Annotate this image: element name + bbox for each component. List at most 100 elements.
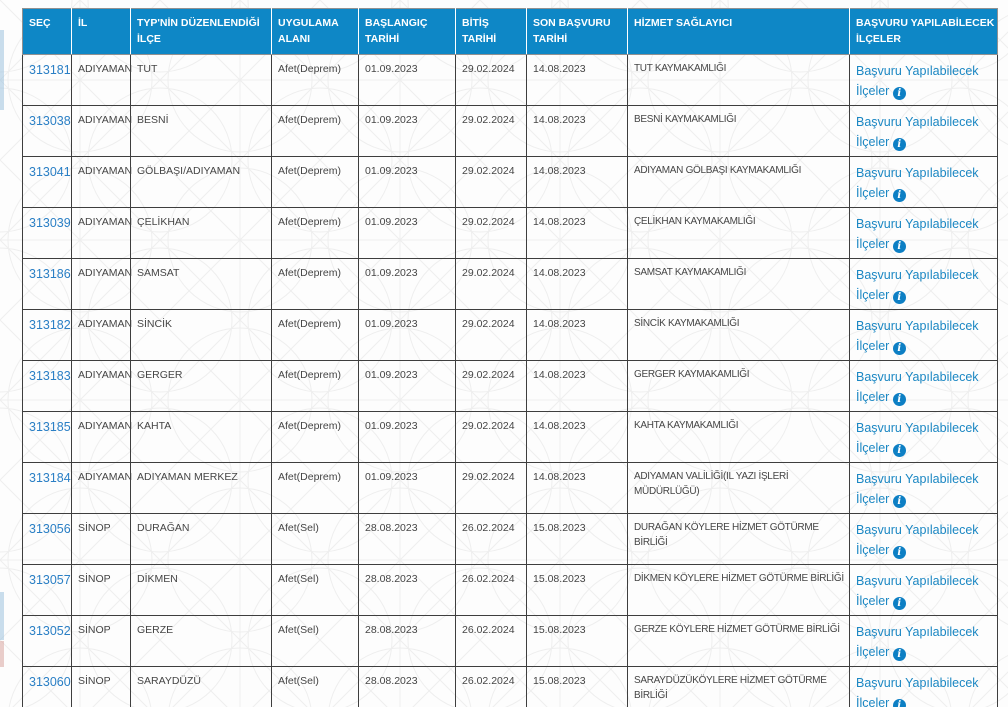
program-id-link[interactable]: 313184 [29, 470, 71, 485]
info-circle-icon: i [892, 443, 906, 457]
apply-districts-link-label: Başvuru Yapılabilecek İlçeler [856, 624, 979, 659]
cell-basvuru-ilceler: Başvuru Yapılabilecek İlçeler i [849, 563, 998, 616]
cell-uygulama-alani: Afet(Sel) [271, 665, 359, 707]
apply-districts-link[interactable]: Başvuru Yapılabilecek İlçeler i [856, 624, 979, 661]
program-id-link[interactable]: 313185 [29, 419, 71, 434]
apply-districts-link[interactable]: Başvuru Yapılabilecek İlçeler i [856, 165, 979, 202]
cell-uygulama-alani: Afet(Deprem) [271, 104, 359, 157]
cell-uygulama-alani: Afet(Deprem) [271, 461, 359, 514]
cell-il: ADIYAMAN [71, 308, 132, 361]
cell-il: ADIYAMAN [71, 206, 132, 259]
table-row: 313057 SİNOP DİKMEN Afet(Sel) 28.08.2023… [22, 563, 998, 616]
cell-son-basvuru-tarihi: 15.08.2023 [526, 614, 628, 667]
cell-uygulama-alani: Afet(Deprem) [271, 155, 359, 208]
cell-uygulama-alani: Afet(Deprem) [271, 53, 359, 106]
cell-basvuru-ilceler: Başvuru Yapılabilecek İlçeler i [849, 614, 998, 667]
column-header-bitis-tarihi: BİTİŞ TARİHİ [455, 8, 527, 55]
program-id-link[interactable]: 313182 [29, 317, 71, 332]
apply-districts-link[interactable]: Başvuru Yapılabilecek İlçeler i [856, 573, 979, 610]
cell-uygulama-alani: Afet(Sel) [271, 512, 359, 565]
cell-son-basvuru-tarihi: 15.08.2023 [526, 563, 628, 616]
cell-ilce: SARAYDÜZÜ [130, 665, 272, 707]
table-row: 313182 ADIYAMAN SİNCİK Afet(Deprem) 01.0… [22, 308, 998, 361]
apply-districts-link[interactable]: Başvuru Yapılabilecek İlçeler i [856, 217, 979, 253]
info-circle-icon: i [892, 239, 906, 253]
program-id-link[interactable]: 313039 [29, 215, 71, 230]
cell-ilce: DİKMEN [130, 563, 272, 616]
cell-ilce: GÖLBAŞI/ADIYAMAN [130, 155, 272, 208]
cell-basvuru-ilceler: Başvuru Yapılabilecek İlçeler i [849, 155, 998, 208]
background-artwork-fragment [0, 592, 4, 640]
cell-baslangic-tarihi: 01.09.2023 [358, 461, 456, 514]
program-id-link[interactable]: 313183 [29, 368, 71, 383]
program-id-link[interactable]: 313056 [29, 521, 71, 536]
cell-bitis-tarihi: 29.02.2024 [455, 308, 527, 361]
cell-bitis-tarihi: 29.02.2024 [455, 206, 527, 259]
cell-sec: 313060 [22, 665, 72, 707]
info-circle-icon: i [892, 545, 906, 559]
program-id-link[interactable]: 313041 [29, 164, 71, 179]
apply-districts-link[interactable]: Başvuru Yapılabilecek İlçeler i [856, 114, 979, 151]
apply-districts-link[interactable]: Başvuru Yapılabilecek İlçeler i [856, 471, 979, 508]
apply-districts-link-label: Başvuru Yapılabilecek İlçeler [856, 420, 979, 455]
apply-districts-link[interactable]: Başvuru Yapılabilecek İlçeler i [856, 676, 979, 707]
cell-son-basvuru-tarihi: 14.08.2023 [526, 155, 628, 208]
cell-sec: 313039 [22, 206, 72, 259]
program-id-link[interactable]: 313038 [29, 113, 71, 128]
cell-ilce: ADIYAMAN MERKEZ [130, 461, 272, 514]
cell-il: ADIYAMAN [71, 257, 132, 310]
cell-sec: 313056 [22, 512, 72, 565]
cell-ilce: SAMSAT [130, 257, 272, 310]
cell-bitis-tarihi: 29.02.2024 [455, 410, 527, 463]
cell-il: ADIYAMAN [71, 410, 132, 463]
program-id-link[interactable]: 313181 [29, 62, 71, 77]
program-id-link[interactable]: 313052 [29, 623, 71, 638]
apply-districts-link[interactable]: Başvuru Yapılabilecek İlçeler i [856, 64, 979, 100]
cell-sec: 313038 [22, 104, 72, 157]
cell-hizmet-saglayici: ÇELİKHAN KAYMAKAMLIĞI [627, 206, 850, 259]
apply-districts-link-label: Başvuru Yapılabilecek İlçeler [856, 369, 979, 404]
cell-basvuru-ilceler: Başvuru Yapılabilecek İlçeler i [849, 410, 998, 463]
apply-districts-link-label: Başvuru Yapılabilecek İlçeler [856, 318, 979, 353]
cell-uygulama-alani: Afet(Deprem) [271, 257, 359, 310]
apply-districts-link[interactable]: Başvuru Yapılabilecek İlçeler i [856, 369, 979, 406]
cell-baslangic-tarihi: 01.09.2023 [358, 206, 456, 259]
cell-ilce: SİNCİK [130, 308, 272, 361]
apply-districts-link-label: Başvuru Yapılabilecek İlçeler [856, 165, 979, 200]
cell-son-basvuru-tarihi: 14.08.2023 [526, 461, 628, 514]
cell-sec: 313186 [22, 257, 72, 310]
cell-baslangic-tarihi: 28.08.2023 [358, 614, 456, 667]
cell-sec: 313185 [22, 410, 72, 463]
apply-districts-link-label: Başvuru Yapılabilecek İlçeler [856, 573, 979, 608]
program-id-link[interactable]: 313060 [29, 674, 71, 689]
apply-districts-link[interactable]: Başvuru Yapılabilecek İlçeler i [856, 523, 979, 559]
cell-ilce: KAHTA [130, 410, 272, 463]
column-header-uygulama-alani: UYGULAMA ALANI [271, 8, 359, 55]
info-circle-icon: i [892, 137, 906, 151]
program-id-link[interactable]: 313057 [29, 572, 71, 587]
apply-districts-link-label: Başvuru Yapılabilecek İlçeler [856, 114, 979, 149]
cell-basvuru-ilceler: Başvuru Yapılabilecek İlçeler i [849, 512, 998, 565]
program-id-link[interactable]: 313186 [29, 266, 71, 281]
cell-basvuru-ilceler: Başvuru Yapılabilecek İlçeler i [849, 461, 998, 514]
table-row: 313184 ADIYAMAN ADIYAMAN MERKEZ Afet(Dep… [22, 461, 998, 514]
cell-il: ADIYAMAN [71, 461, 132, 514]
cell-hizmet-saglayici: TUT KAYMAKAMLIĞI [627, 53, 850, 106]
column-header-baslangic-tarihi: BAŞLANGIÇ TARİHİ [358, 8, 456, 55]
cell-uygulama-alani: Afet(Deprem) [271, 308, 359, 361]
apply-districts-link[interactable]: Başvuru Yapılabilecek İlçeler i [856, 420, 979, 457]
cell-ilce: GERGER [130, 359, 272, 412]
cell-hizmet-saglayici: SARAYDÜZÜKÖYLERE HİZMET GÖTÜRME BİRLİĞİ [627, 665, 850, 707]
cell-hizmet-saglayici: DURAĞAN KÖYLERE HİZMET GÖTÜRME BİRLİĞİ [627, 512, 850, 565]
cell-baslangic-tarihi: 01.09.2023 [358, 257, 456, 310]
cell-sec: 313181 [22, 53, 72, 106]
apply-districts-link[interactable]: Başvuru Yapılabilecek İlçeler i [856, 318, 979, 355]
apply-districts-link[interactable]: Başvuru Yapılabilecek İlçeler i [856, 268, 979, 304]
cell-baslangic-tarihi: 28.08.2023 [358, 665, 456, 707]
cell-bitis-tarihi: 29.02.2024 [455, 461, 527, 514]
apply-districts-link-label: Başvuru Yapılabilecek İlçeler [856, 471, 979, 506]
header-row: SEÇ İL TYP'NİN DÜZENLENDİĞİ İLÇE UYGULAMA ALA… [22, 8, 998, 55]
cell-basvuru-ilceler: Başvuru Yapılabilecek İlçeler i [849, 104, 998, 157]
cell-son-basvuru-tarihi: 15.08.2023 [526, 512, 628, 565]
cell-hizmet-saglayici: ADIYAMAN VALİLİĞİ(IL YAZI İŞLERİ MÜDÜRLÜ… [627, 461, 850, 514]
